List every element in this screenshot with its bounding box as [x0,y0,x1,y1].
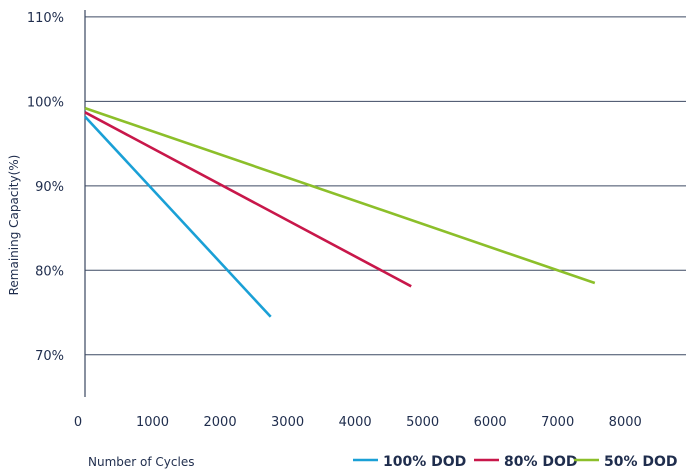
x-tick-label: 5000 [406,415,439,430]
x-tick-label: 7000 [541,415,574,430]
x-axis-title: Number of Cycles [88,455,194,469]
legend-label: 80% DOD [504,454,578,470]
y-axis-ticks: 70% 80% 90% 100% 110% [27,11,64,364]
legend-label: 50% DOD [604,454,678,470]
legend: 100% DOD 80% DOD 50% DOD [353,454,678,470]
series-line [84,111,412,288]
y-tick-label: 70% [35,349,64,364]
y-tick-label: 80% [35,264,64,279]
x-tick-label: 8000 [609,415,642,430]
y-tick-label: 90% [35,180,64,195]
gridlines [85,16,686,356]
x-axis-ticks: 0 1000 2000 3000 4000 5000 6000 7000 8000 [74,415,642,430]
series-lines [84,106,596,318]
x-tick-label: 1000 [136,415,169,430]
x-tick-label: 3000 [271,415,304,430]
y-tick-label: 100% [27,95,64,110]
y-axis-title: Remaining Capacity(%) [7,155,21,296]
x-tick-label: 4000 [339,415,372,430]
y-tick-label: 110% [27,11,64,26]
x-tick-label: 2000 [204,415,237,430]
legend-label: 100% DOD [383,454,466,470]
series-line [84,115,272,318]
series-line [84,106,596,285]
x-tick-label: 0 [74,415,82,430]
x-tick-label: 6000 [474,415,507,430]
